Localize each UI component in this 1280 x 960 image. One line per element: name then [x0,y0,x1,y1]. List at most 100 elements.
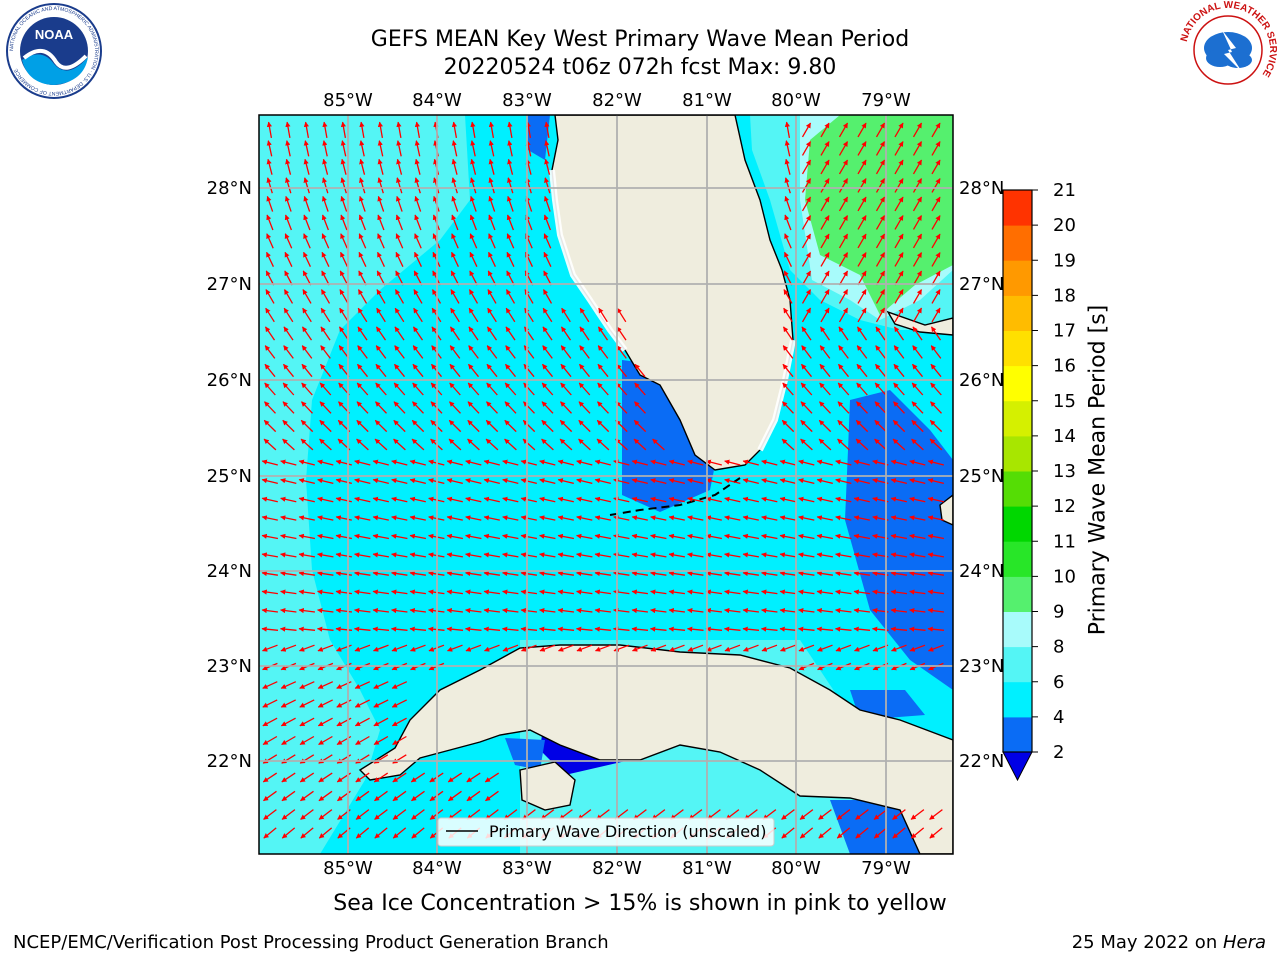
wave-direction-arrow [856,382,868,396]
wave-direction-arrow [262,644,278,652]
wave-direction-arrow [320,326,331,341]
wave-direction-arrow [819,326,831,341]
lon-tick-label: 82°W [592,858,642,879]
wave-direction-arrow [631,589,648,595]
wave-direction-arrow [465,515,482,521]
period-2-4-east [845,390,953,690]
wave-direction-arrow [280,478,297,485]
wave-direction-arrow [261,478,278,485]
wave-direction-arrow [446,533,464,540]
wave-direction-arrow [409,459,426,466]
wave-direction-arrow [335,478,352,485]
wave-direction-arrow [506,233,515,249]
wave-direction-arrow [724,459,741,466]
wave-direction-arrow [875,178,886,193]
colorbar-segment [1003,400,1032,437]
wave-direction-arrow [705,552,723,558]
colorbar-tick-label: 15 [1053,391,1076,412]
wave-direction-arrow [797,626,815,632]
wave-direction-arrow [502,589,519,595]
wave-direction-arrow [705,459,722,466]
bahamas-north [886,310,953,336]
wave-direction-arrow [559,438,573,451]
wave-direction-arrow [874,401,887,414]
wave-direction-arrow [594,533,612,540]
wave-direction-arrow [687,533,704,540]
wave-direction-arrow [265,270,275,286]
wave-direction-arrow [465,552,482,558]
wave-direction-arrow [853,515,870,521]
wave-direction-arrow [784,214,792,231]
wave-direction-arrow [893,401,905,414]
wave-direction-arrow [668,533,686,540]
wave-direction-arrow [854,644,870,652]
wave-direction-arrow [543,251,552,267]
wave-direction-arrow [396,140,402,157]
wave-direction-arrow [502,608,519,614]
wave-direction-arrow [340,251,348,267]
wave-direction-arrow [742,552,760,558]
wave-direction-arrow [557,626,575,632]
wave-direction-arrow [543,214,552,231]
wave-direction-arrow [505,289,516,304]
wave-direction-arrow [783,289,793,304]
wave-direction-arrow [409,552,427,558]
wave-direction-arrow [742,478,759,485]
wave-direction-arrow [928,644,944,652]
lat-tick-label: 27°N [959,274,1004,295]
wave-direction-arrow [578,382,591,396]
wave-direction-arrow [303,214,311,231]
wave-direction-arrow [506,214,515,231]
wave-direction-arrow [650,496,667,503]
wave-direction-arrow [486,363,498,378]
wave-direction-arrow [541,438,554,451]
wave-direction-arrow [373,644,389,652]
wave-direction-arrow [894,289,904,304]
wave-direction-arrow [853,589,870,595]
wave-direction-arrow [894,233,904,249]
wave-direction-arrow [631,533,649,540]
wave-direction-arrow [507,177,514,194]
wave-direction-arrow [668,608,685,614]
wave-direction-arrow [504,382,517,396]
wave-direction-arrow [414,140,421,157]
wave-direction-arrow [285,177,292,194]
wave-direction-arrow [520,515,537,521]
wave-direction-arrow [594,459,611,466]
wave-direction-arrow [855,438,869,451]
wave-direction-arrow [909,459,926,466]
wave-direction-arrow [450,307,460,323]
wave-direction-arrow [779,459,796,466]
wave-direction-arrow [373,681,389,689]
wave-direction-arrow [892,438,906,451]
wave-direction-arrow [414,214,422,231]
wave-direction-arrow [857,122,867,138]
wave-direction-arrow [446,515,463,521]
wave-direction-arrow [820,215,830,230]
wave-direction-arrow [576,533,593,540]
wave-direction-arrow [488,140,495,157]
wave-direction-arrow [502,515,519,521]
wave-direction-arrow [395,233,404,249]
wave-direction-arrow [409,570,426,577]
wave-direction-arrow [543,195,551,212]
wave-direction-arrow [857,178,867,193]
wave-direction-arrow [835,570,852,577]
wave-direction-arrow [761,608,778,614]
wave-direction-arrow [409,478,426,485]
colorbar-segment [1003,295,1032,331]
wave-direction-arrow [336,644,352,652]
wave-direction-arrow [449,401,461,414]
wave-direction-arrow [465,570,482,577]
wave-direction-arrow [339,307,349,323]
wave-direction-arrow [301,345,313,359]
wave-direction-arrow [375,326,387,341]
wave-direction-arrow [596,438,610,451]
wave-direction-arrow [779,570,796,577]
wave-direction-arrow [668,496,685,503]
wave-direction-arrow [393,401,406,414]
wave-direction-arrow [615,363,628,378]
wave-direction-arrow [743,644,759,652]
wave-direction-arrow [800,438,813,451]
colorbar-segment [1003,506,1032,542]
